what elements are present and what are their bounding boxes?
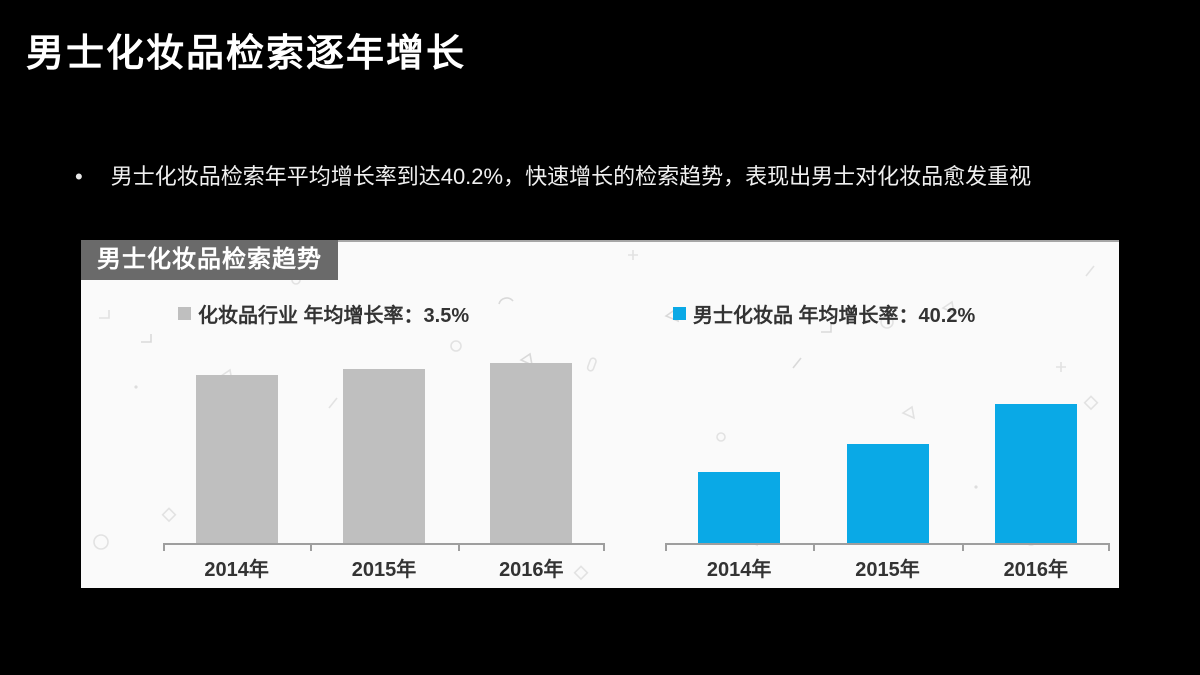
bullet-icon: • <box>75 164 83 189</box>
plot-area <box>163 242 605 543</box>
axis-tick <box>458 543 460 551</box>
legend-industry: 化妆品行业 年均增长率：3.5% <box>178 299 469 328</box>
x-tick-label: 2015年 <box>855 559 920 581</box>
x-axis-labels: 2014年 2015年 2016年 <box>163 553 605 583</box>
page-title: 男士化妆品检索逐年增长 <box>26 33 467 75</box>
axis-tick <box>310 543 312 551</box>
panel-badge: 男士化妆品检索趋势 <box>81 240 338 280</box>
legend-label: 男士化妆品 年均增长率：40.2% <box>693 305 976 327</box>
axis-tick <box>163 543 165 551</box>
bullet-text: 男士化妆品检索年平均增长率到达40.2%，快速增长的检索趋势，表现出男士对化妆品… <box>110 164 1032 189</box>
plot-area <box>665 242 1110 543</box>
x-tick-label: 2015年 <box>351 559 417 581</box>
legend-swatch-icon <box>178 307 191 320</box>
bar-2016年 <box>490 363 573 543</box>
bar-2015年 <box>846 444 929 543</box>
legend-swatch-icon <box>673 307 686 320</box>
x-axis <box>163 543 605 551</box>
x-tick-label: 2014年 <box>204 559 269 581</box>
x-tick-label: 2016年 <box>499 559 564 581</box>
bar-2014年 <box>195 375 278 543</box>
x-tick-label: 2016年 <box>1003 559 1069 581</box>
bar-2014年 <box>698 472 781 543</box>
axis-tick <box>1108 543 1110 551</box>
legend-label: 化妆品行业 年均增长率：3.5% <box>198 305 470 327</box>
chart-mens-cosmetics-growth: 男士化妆品 年均增长率：40.2% 2014年 2015年 2016年 <box>665 242 1110 588</box>
axis-tick <box>962 543 964 551</box>
axis-tick <box>813 543 815 551</box>
x-axis-labels: 2014年 2015年 2016年 <box>665 553 1110 583</box>
legend-mens-cosmetics: 男士化妆品 年均增长率：40.2% <box>673 299 975 328</box>
bar-2016年 <box>994 404 1077 543</box>
x-tick-label: 2014年 <box>706 559 772 581</box>
bullet-item: • 男士化妆品检索年平均增长率到达40.2%，快速增长的检索趋势，表现出男士对化… <box>75 162 1165 192</box>
chart-industry-growth: 化妆品行业 年均增长率：3.5% 2014年 2015年 2016年 <box>163 242 605 588</box>
axis-tick <box>603 543 605 551</box>
bar-2015年 <box>343 369 425 543</box>
x-axis <box>665 543 1110 551</box>
chart-panel: 男士化妆品检索趋势 化妆品行业 年均增长率：3.5% 2014年 2015年 201… <box>81 240 1119 588</box>
axis-tick <box>665 543 667 551</box>
